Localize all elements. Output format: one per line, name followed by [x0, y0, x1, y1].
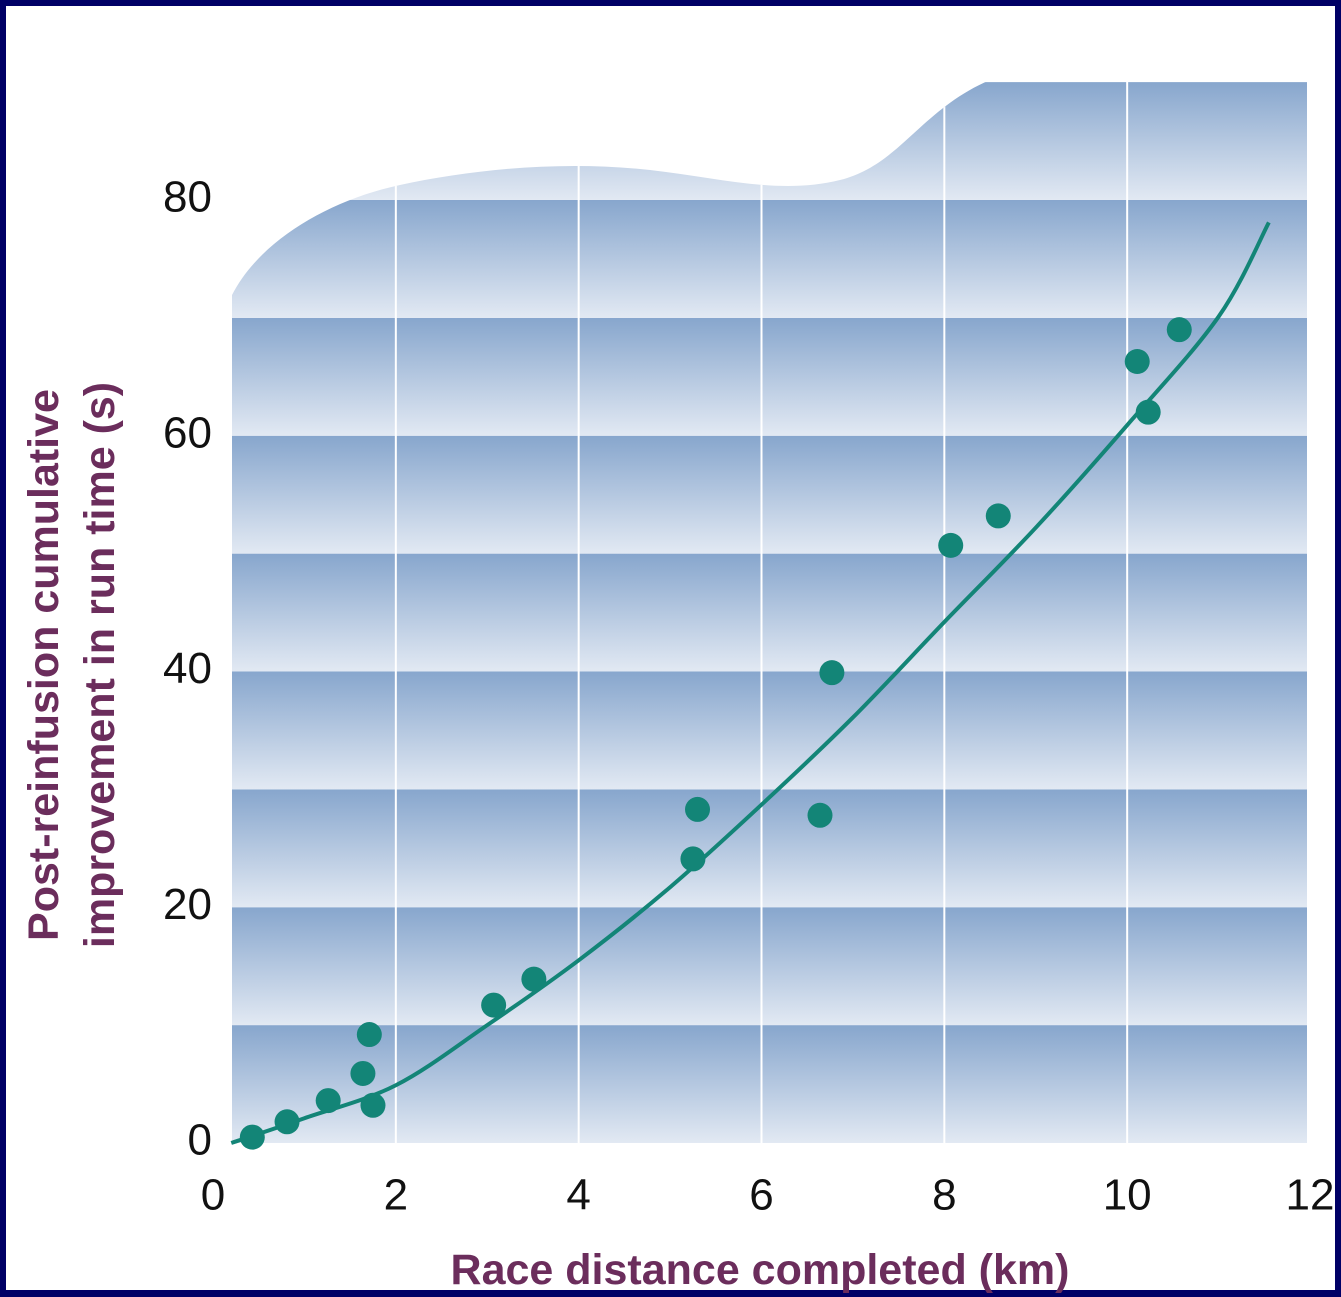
y-axis-title-line: improvement in run time (s) [76, 382, 124, 948]
band [232, 553, 1307, 672]
plot-background [232, 82, 1307, 1143]
data-point [1124, 348, 1150, 374]
x-tick-label: 8 [932, 1171, 956, 1220]
data-point [350, 1060, 376, 1086]
x-tick-label: 4 [566, 1171, 590, 1220]
marks [230, 221, 1271, 1150]
data-point [1166, 317, 1192, 343]
data-point [938, 532, 964, 558]
band [232, 435, 1307, 554]
y-tick-label: 40 [163, 644, 212, 693]
data-point [807, 802, 833, 828]
y-tick-label: 20 [163, 880, 212, 929]
data-point [239, 1124, 265, 1150]
band [232, 671, 1307, 790]
x-tick-label: 10 [1103, 1171, 1152, 1220]
data-point [985, 503, 1011, 529]
x-tick-label: 0 [201, 1171, 225, 1220]
data-point [819, 660, 845, 686]
band [232, 1025, 1307, 1143]
x-tick-label: 2 [384, 1171, 408, 1220]
y-tick-label: 0 [188, 1116, 212, 1165]
x-tick-label: 12 [1286, 1171, 1335, 1220]
grid [394, 33, 1129, 1143]
y-tick-label: 80 [163, 173, 212, 222]
data-point [521, 966, 547, 992]
data-point [685, 796, 711, 822]
y-tick-label: 60 [163, 408, 212, 457]
y-axis-title: Post-reinfusion cumulative improvement i… [20, 382, 124, 948]
band [232, 789, 1307, 908]
data-point [360, 1092, 386, 1118]
data-point [356, 1022, 382, 1048]
x-tick-label: 6 [749, 1171, 773, 1220]
band [232, 200, 1307, 318]
data-point [315, 1088, 341, 1114]
data-point [274, 1109, 300, 1135]
data-point [481, 992, 507, 1018]
band [232, 907, 1307, 1026]
y-axis-title-line: Post-reinfusion cumulative [20, 389, 68, 941]
x-axis-title: Race distance completed (km) [451, 1246, 1070, 1294]
labels: Race distance completed (km) Post-reinfu… [20, 173, 1334, 1294]
data-point [680, 846, 706, 872]
fit-curve [230, 221, 1271, 1145]
data-point [1135, 399, 1161, 425]
